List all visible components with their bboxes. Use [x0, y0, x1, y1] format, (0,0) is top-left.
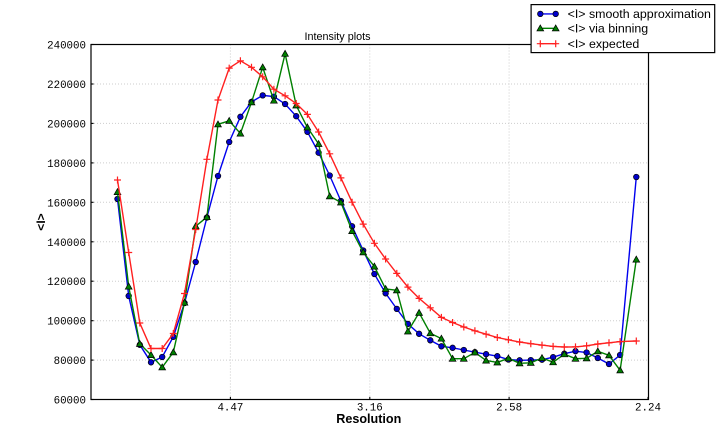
svg-text:220000: 220000: [47, 80, 86, 92]
svg-text:4.47: 4.47: [217, 402, 243, 414]
svg-text:Resolution: Resolution: [336, 412, 401, 426]
svg-text:240000: 240000: [47, 41, 86, 53]
svg-text:<I> via binning: <I> via binning: [568, 22, 649, 36]
svg-text:200000: 200000: [47, 119, 86, 131]
svg-text:180000: 180000: [47, 159, 86, 171]
svg-text:3.16: 3.16: [357, 402, 383, 414]
svg-text:Intensity plots: Intensity plots: [304, 31, 371, 43]
svg-text:<I> expected: <I> expected: [568, 37, 640, 51]
svg-text:140000: 140000: [47, 238, 86, 250]
svg-text:160000: 160000: [47, 198, 86, 210]
svg-text:<I> smooth approximation: <I> smooth approximation: [568, 7, 711, 21]
svg-text:60000: 60000: [54, 396, 86, 408]
svg-text:<I>: <I>: [34, 213, 48, 230]
svg-text:2.24: 2.24: [635, 402, 661, 414]
svg-text:80000: 80000: [54, 356, 86, 368]
svg-text:2.58: 2.58: [496, 402, 522, 414]
svg-text:120000: 120000: [47, 277, 86, 289]
svg-text:100000: 100000: [47, 317, 86, 329]
